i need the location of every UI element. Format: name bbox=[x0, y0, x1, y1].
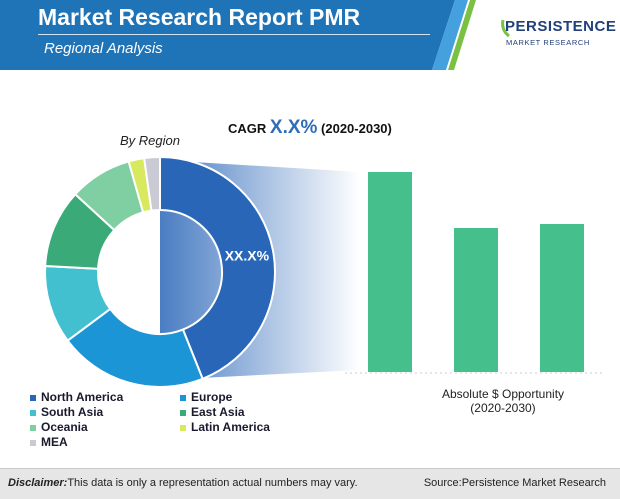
header-banner bbox=[0, 0, 476, 70]
legend-item-oceania: Oceania bbox=[30, 420, 88, 434]
donut-legend: North America Europe South Asia East Asi… bbox=[30, 390, 330, 450]
cagr-label: CAGR X.X% (2020-2030) bbox=[228, 117, 392, 139]
donut-title: By Region bbox=[120, 133, 180, 148]
legend-swatch bbox=[180, 424, 186, 431]
legend-label: MEA bbox=[41, 435, 68, 449]
charts-canvas: XX.X% bbox=[44, 155, 605, 388]
donut-chart bbox=[44, 155, 276, 388]
bar-2 bbox=[454, 228, 498, 372]
logo-swoosh-icon bbox=[501, 19, 510, 38]
legend-item-south-asia: South Asia bbox=[30, 405, 103, 419]
report-subtitle: Regional Analysis bbox=[44, 40, 163, 57]
legend-item-north-america: North America bbox=[30, 390, 123, 404]
legend-swatch bbox=[180, 394, 186, 401]
bar-chart bbox=[368, 172, 584, 372]
cagr-value: X.X% bbox=[269, 117, 318, 138]
legend-item-east-asia: East Asia bbox=[180, 405, 245, 419]
legend-label: North America bbox=[41, 390, 124, 404]
bar-3 bbox=[540, 224, 584, 372]
source-note: Source:Persistence Market Research bbox=[423, 477, 606, 489]
legend-swatch bbox=[30, 439, 36, 446]
cagr-prefix: CAGR bbox=[228, 121, 270, 136]
legend-item-europe: Europe bbox=[180, 390, 232, 404]
donut-slice-mea bbox=[143, 155, 161, 212]
legend-swatch bbox=[30, 424, 36, 431]
donut-callout-label: XX.X% bbox=[225, 247, 270, 263]
title-divider bbox=[38, 34, 430, 35]
bar-1 bbox=[368, 172, 412, 372]
logo-main-text: PERSISTENCE bbox=[505, 18, 617, 35]
donut-slice-north-america bbox=[159, 155, 276, 381]
legend-label: Latin America bbox=[191, 420, 270, 434]
legend-item-mea: MEA bbox=[30, 435, 68, 449]
legend-swatch bbox=[30, 394, 36, 401]
disclaimer-label: Disclaimer: bbox=[8, 477, 68, 489]
legend-swatch bbox=[30, 409, 36, 416]
legend-label: East Asia bbox=[191, 405, 245, 419]
report-title: Market Research Report PMR bbox=[38, 4, 361, 30]
report-header: Market Research Report PMR Regional Anal… bbox=[0, 0, 620, 70]
cagr-period: (2020-2030) bbox=[317, 121, 392, 136]
bar-axis-label: Absolute $ Opportunity (2020-2030) bbox=[441, 387, 565, 415]
disclaimer-text: This data is only a representation actua… bbox=[67, 477, 358, 489]
footer-bar: Disclaimer:This data is only a represent… bbox=[0, 468, 620, 499]
legend-swatch bbox=[180, 409, 186, 416]
logo-sub-text: MARKET RESEARCH bbox=[506, 38, 590, 47]
legend-label: Europe bbox=[191, 390, 233, 404]
persistence-logo: PERSISTENCE MARKET RESEARCH bbox=[501, 18, 617, 58]
legend-label: South Asia bbox=[41, 405, 104, 419]
legend-item-latin-america: Latin America bbox=[180, 420, 270, 434]
disclaimer: Disclaimer:This data is only a represent… bbox=[8, 477, 358, 489]
legend-label: Oceania bbox=[41, 420, 88, 434]
